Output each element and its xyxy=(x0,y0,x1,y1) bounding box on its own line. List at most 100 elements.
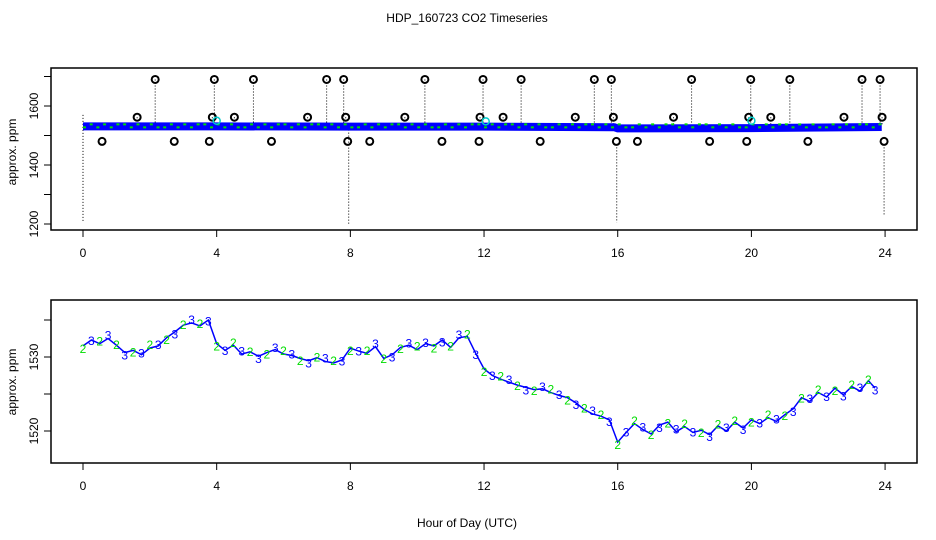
baseline-green-point xyxy=(143,126,147,129)
marker-label-3: 3 xyxy=(773,412,780,426)
baseline-green-point xyxy=(116,123,120,126)
marker-label-3: 3 xyxy=(522,383,529,397)
marker-label-3: 3 xyxy=(723,421,730,435)
top-x-tick-label: 16 xyxy=(611,246,625,260)
marker-label-3: 3 xyxy=(121,348,128,362)
baseline-green-point xyxy=(209,126,213,129)
baseline-green-point xyxy=(544,126,548,129)
baseline-series xyxy=(83,122,882,133)
baseline-green-point xyxy=(463,126,467,129)
top-x-tick-label: 8 xyxy=(347,246,354,260)
outlier-mid-point xyxy=(303,112,313,122)
chart-title: HDP_160723 CO2 Timeseries xyxy=(386,11,547,25)
marker-label-3: 3 xyxy=(506,373,513,387)
marker-label-3: 3 xyxy=(556,388,563,402)
baseline-green-point xyxy=(370,126,374,129)
baseline-green-point xyxy=(290,126,294,129)
baseline-green-point xyxy=(691,126,695,129)
marker-label-3: 3 xyxy=(456,328,463,342)
marker-label-3: 3 xyxy=(372,337,379,351)
baseline-green-point xyxy=(397,123,401,126)
baseline-green-point xyxy=(570,123,574,126)
outlier-mid-point xyxy=(877,112,887,122)
baseline-green-point xyxy=(524,123,528,126)
marker-label-3: 3 xyxy=(305,356,312,370)
outlier-low-point xyxy=(705,136,715,146)
marker-label-2: 2 xyxy=(414,340,421,354)
baseline-green-point xyxy=(637,123,641,126)
x-axis-label: Hour of Day (UTC) xyxy=(417,516,517,530)
marker-label-3: 3 xyxy=(857,381,864,395)
marker-label-2: 2 xyxy=(230,336,237,350)
outlier-low-point xyxy=(632,136,642,146)
top-x-tick-label: 4 xyxy=(213,246,220,260)
marker-label-2: 2 xyxy=(80,342,87,356)
baseline-green-point xyxy=(738,126,742,129)
top-panel: 0 4 8 12 16 20 24 1200 1400 1600 xyxy=(27,67,918,260)
marker-label-3: 3 xyxy=(339,355,346,369)
bottom-x-tick-label: 8 xyxy=(347,479,354,493)
marker-label-2: 2 xyxy=(581,402,588,416)
marker-label-2: 2 xyxy=(397,342,404,356)
top-x-tick-label: 24 xyxy=(878,246,892,260)
marker-label-2: 2 xyxy=(163,333,170,347)
baseline-green-point xyxy=(664,123,668,126)
marker-label-2: 2 xyxy=(297,354,304,368)
marker-label-2: 2 xyxy=(815,383,822,397)
bottom-x-tick-label: 16 xyxy=(611,479,625,493)
cyan-point xyxy=(481,117,490,126)
outlier-low-point xyxy=(343,136,353,146)
marker-label-3: 3 xyxy=(439,335,446,349)
marker-label-3: 3 xyxy=(289,348,296,362)
marker-label-2: 2 xyxy=(180,318,187,332)
marker-label-3: 3 xyxy=(623,426,630,440)
baseline-green-point xyxy=(490,123,494,126)
marker-label-3: 3 xyxy=(188,313,195,327)
baseline-green-point xyxy=(697,123,701,126)
baseline-green-point xyxy=(156,126,160,129)
top-x-tick-label: 0 xyxy=(80,246,87,260)
marker-label-2: 2 xyxy=(247,345,254,359)
outlier-low-point xyxy=(879,136,889,146)
marker-label-2: 2 xyxy=(748,416,755,430)
marker-label-2: 2 xyxy=(865,373,872,387)
baseline-green-point xyxy=(443,123,447,126)
outlier-mid-point xyxy=(400,112,410,122)
marker-label-2: 2 xyxy=(564,393,571,407)
baseline-green-point xyxy=(717,123,721,126)
baseline-green-point xyxy=(577,126,581,129)
outlier-low-point xyxy=(169,136,179,146)
outlier-low-point xyxy=(204,136,214,146)
baseline-green-point xyxy=(671,123,675,126)
marker-label-3: 3 xyxy=(573,398,580,412)
marker-label-2: 2 xyxy=(213,340,220,354)
outlier-high-point xyxy=(339,74,349,84)
marker-label-3: 3 xyxy=(272,341,279,355)
marker-label-3: 3 xyxy=(472,348,479,362)
top-y-tick-label: 1600 xyxy=(27,92,41,119)
baseline-green-point xyxy=(357,126,361,129)
baseline-green-point xyxy=(804,126,808,129)
baseline-green-point xyxy=(183,123,187,126)
baseline-green-point xyxy=(784,123,788,126)
marker-label-3: 3 xyxy=(138,347,145,361)
baseline-green-point xyxy=(584,123,588,126)
baseline-green-point xyxy=(644,126,648,129)
baseline-green-point xyxy=(624,126,628,129)
baseline-green-point xyxy=(323,126,327,129)
bottom-x-tick-label: 0 xyxy=(80,479,87,493)
outlier-high-point xyxy=(687,74,697,84)
baseline-green-point xyxy=(604,123,608,126)
baseline-green-point xyxy=(450,126,454,129)
baseline-green-point xyxy=(831,123,835,126)
outlier-high-point xyxy=(516,74,526,84)
marker-label-2: 2 xyxy=(731,414,738,428)
marker-label-3: 3 xyxy=(255,352,262,366)
baseline-green-point xyxy=(283,123,287,126)
marker-label-2: 2 xyxy=(497,370,504,384)
marker-label-2: 2 xyxy=(848,378,855,392)
top-x-tick-label: 12 xyxy=(477,246,491,260)
baseline-green-point xyxy=(811,123,815,126)
